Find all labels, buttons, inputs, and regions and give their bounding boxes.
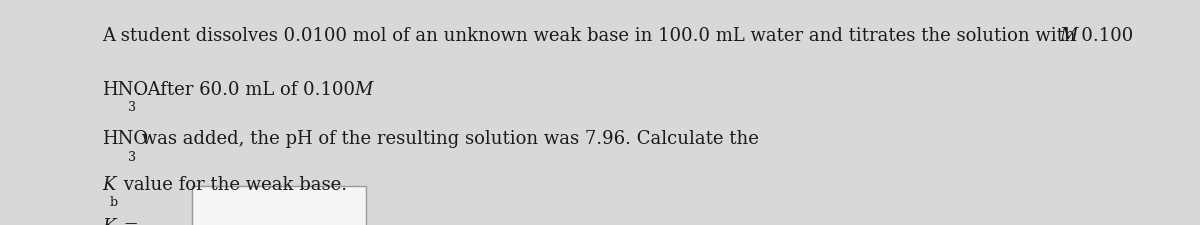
Text: =: = <box>118 218 138 225</box>
Text: value for the weak base.: value for the weak base. <box>118 176 347 194</box>
Text: A student dissolves 0.0100 mol of an unknown weak base in 100.0 mL water and tit: A student dissolves 0.0100 mol of an unk… <box>102 27 1139 45</box>
Text: 3: 3 <box>128 151 137 164</box>
Text: K: K <box>102 176 115 194</box>
Text: K: K <box>102 218 115 225</box>
Text: was added, the pH of the resulting solution was 7.96. Calculate the: was added, the pH of the resulting solut… <box>137 130 760 148</box>
Text: HNO: HNO <box>102 130 148 148</box>
Text: M: M <box>1060 27 1078 45</box>
Text: b: b <box>109 196 118 209</box>
Text: M: M <box>354 81 372 99</box>
Text: . After 60.0 mL of 0.100: . After 60.0 mL of 0.100 <box>137 81 361 99</box>
FancyBboxPatch shape <box>192 186 366 225</box>
Text: 3: 3 <box>128 101 137 114</box>
Text: HNO: HNO <box>102 81 148 99</box>
